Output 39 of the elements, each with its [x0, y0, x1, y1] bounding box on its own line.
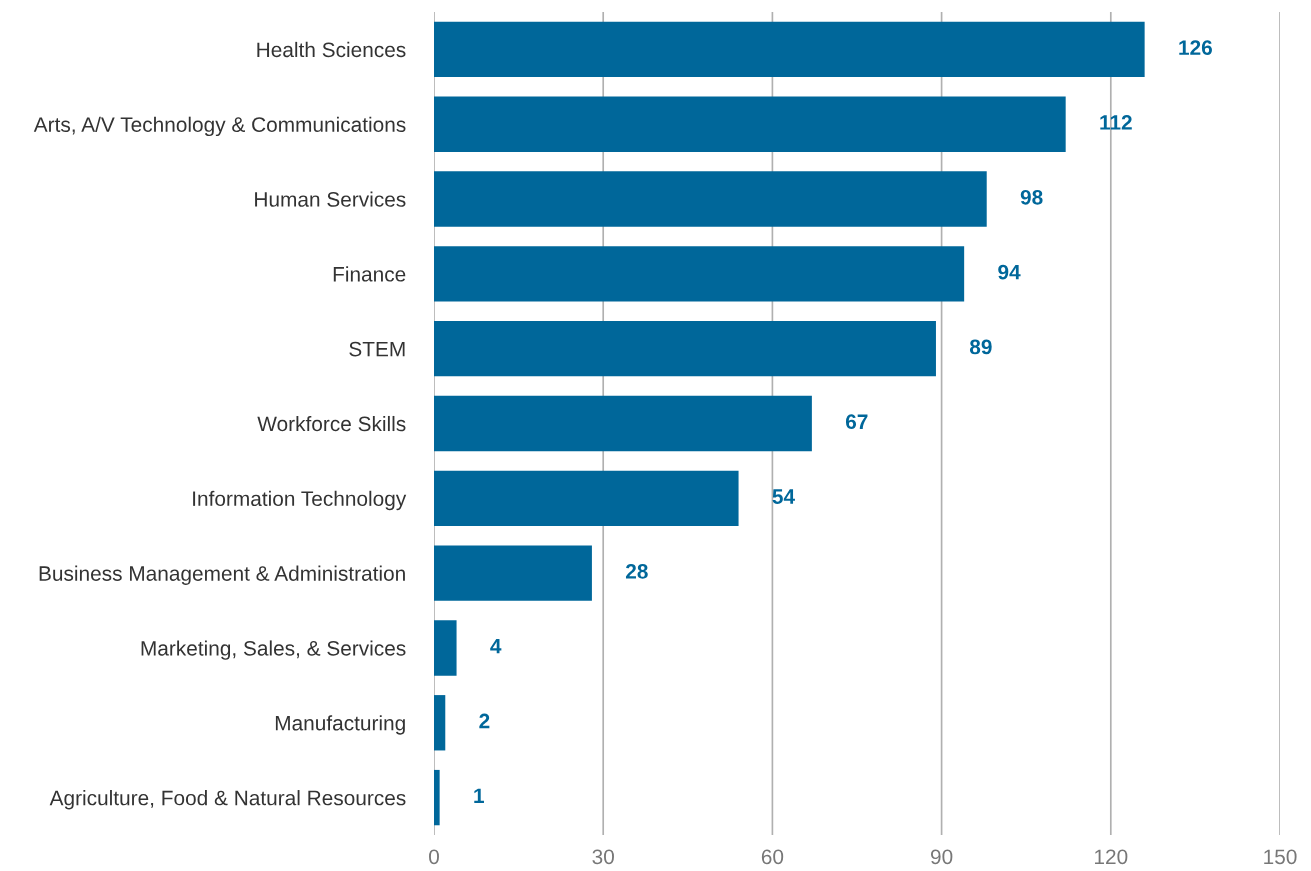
x-tick-label: 150 — [1264, 849, 1297, 865]
y-tick-label: Information Technology — [193, 490, 407, 511]
data-label: 112 — [1100, 115, 1132, 130]
data-label: 98 — [1020, 189, 1043, 205]
bar — [434, 96, 1066, 152]
data-label: 67 — [845, 414, 868, 430]
x-tick-label: 60 — [761, 849, 784, 865]
y-tick-label: STEM — [349, 341, 405, 357]
bar — [434, 695, 446, 751]
y-tick-label: Health Sciences — [257, 41, 406, 58]
y-tick-label: Finance — [333, 266, 406, 282]
data-label: 94 — [998, 264, 1021, 280]
data-label: 89 — [969, 339, 992, 355]
x-tick-label: 0 — [429, 849, 439, 865]
y-tick-label: Agriculture, Food & Natural Resources — [49, 790, 406, 810]
data-label: 4 — [490, 639, 502, 654]
x-tick-label: 30 — [592, 849, 614, 865]
data-label: 1 — [474, 788, 484, 803]
bar — [434, 620, 457, 676]
bar — [434, 321, 936, 377]
bar — [434, 246, 965, 302]
bar — [434, 21, 1145, 78]
bar — [434, 171, 987, 227]
data-label: 28 — [625, 563, 648, 579]
x-tick-label: 120 — [1095, 849, 1128, 865]
y-tick-label: Workforce Skills — [257, 415, 406, 432]
y-tick-label: Business Management & Administration — [39, 565, 405, 586]
x-tick-label: 90 — [930, 849, 953, 865]
bar — [434, 470, 739, 526]
data-label: 126 — [1179, 40, 1212, 55]
y-tick-label: Human Services — [255, 191, 406, 207]
bar — [434, 769, 440, 826]
y-tick-label: Arts, A/V Technology & Communications — [33, 116, 406, 137]
y-tick-label: Manufacturing — [275, 715, 405, 735]
bar — [434, 545, 592, 601]
data-label: 54 — [772, 489, 795, 504]
bar — [434, 395, 812, 452]
data-label: 2 — [479, 713, 490, 729]
y-tick-label: Marketing, Sales, & Services — [141, 640, 406, 660]
